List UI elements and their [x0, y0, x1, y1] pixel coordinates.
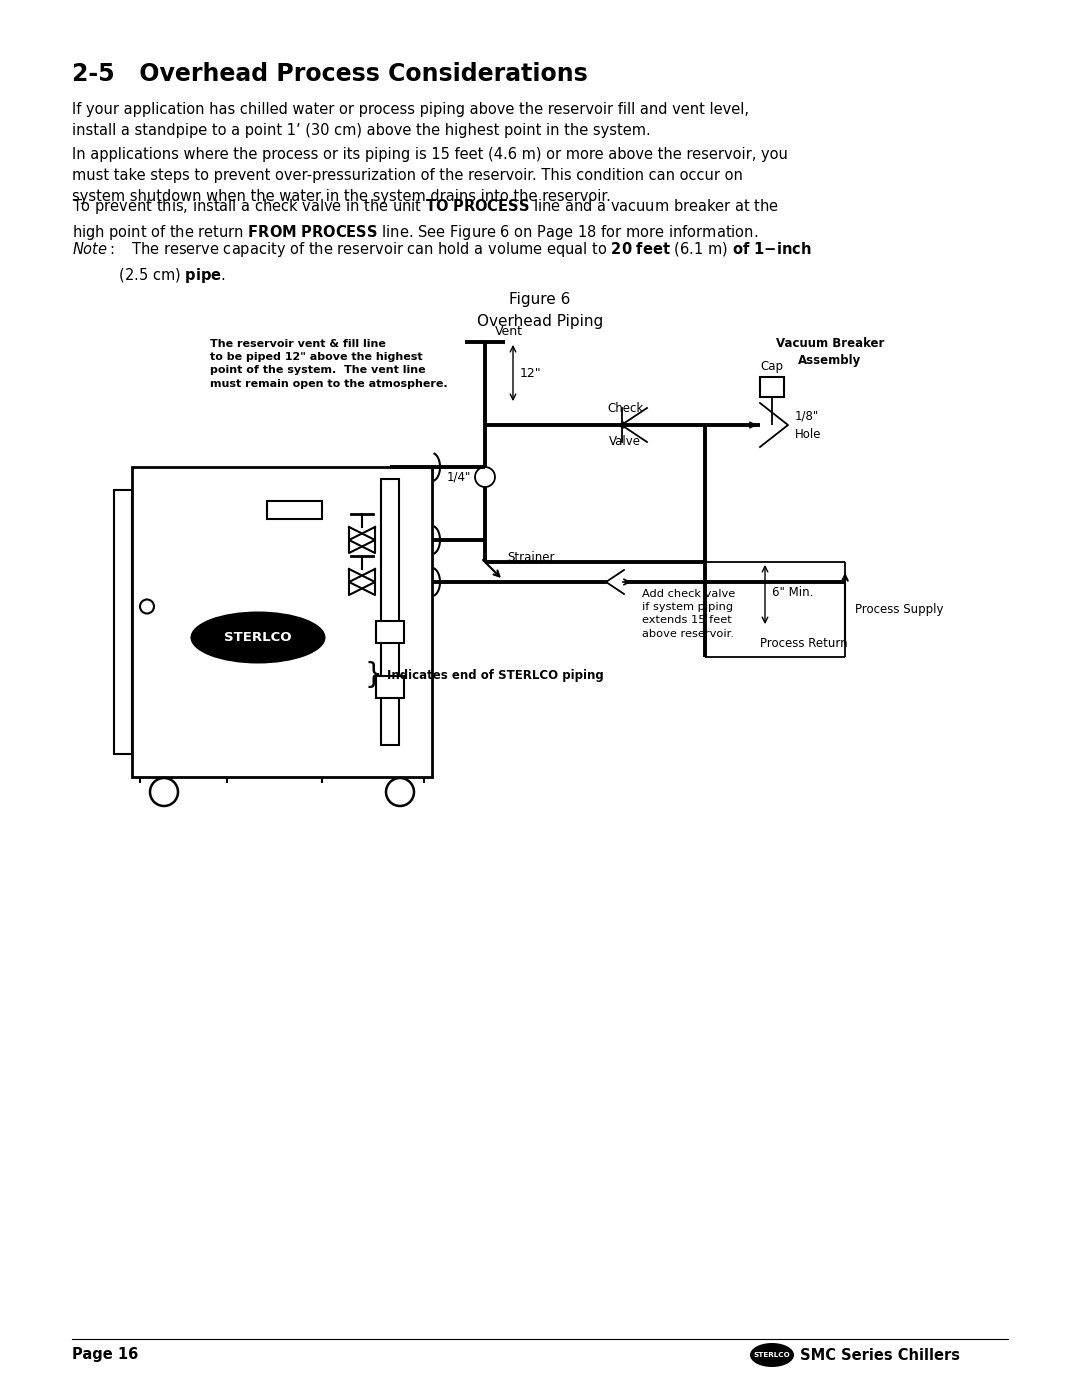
Text: Indicates end of STERLCO piping: Indicates end of STERLCO piping	[387, 669, 604, 682]
Text: Process Return: Process Return	[760, 637, 848, 650]
Text: If your application has chilled water or process piping above the reservoir fill: If your application has chilled water or…	[72, 102, 750, 138]
Text: $\it{Note:}$   The reserve capacity of the reservoir can hold a volume equal to : $\it{Note:}$ The reserve capacity of the…	[72, 240, 812, 285]
Text: Valve: Valve	[609, 434, 642, 448]
Polygon shape	[349, 569, 375, 595]
Text: Page 16: Page 16	[72, 1348, 138, 1362]
Polygon shape	[606, 570, 624, 594]
Polygon shape	[349, 527, 375, 553]
Text: }: }	[364, 661, 382, 689]
Text: 1/4": 1/4"	[447, 471, 471, 483]
Bar	[376, 622, 404, 643]
Text: Process Supply: Process Supply	[855, 604, 944, 616]
Text: Cap: Cap	[760, 360, 783, 373]
Bar	[376, 676, 404, 698]
Bar	[114, 490, 132, 754]
Text: To prevent this, install a check valve in the unit $\mathbf{TO\ PROCESS}$ line a: To prevent this, install a check valve i…	[72, 197, 779, 242]
Text: Figure 6
Overhead Piping: Figure 6 Overhead Piping	[477, 292, 603, 330]
Ellipse shape	[750, 1343, 794, 1368]
Text: Add check valve
if system piping
extends 15 feet
above reservoir.: Add check valve if system piping extends…	[642, 590, 735, 638]
Text: 2-5   Overhead Process Considerations: 2-5 Overhead Process Considerations	[72, 61, 588, 87]
Bar	[381, 479, 399, 745]
Text: 1/8": 1/8"	[795, 409, 820, 422]
Text: STERLCO: STERLCO	[225, 631, 292, 644]
Text: 6" Min.: 6" Min.	[772, 585, 813, 599]
Bar	[132, 467, 432, 777]
Text: Vacuum Breaker
Assembly: Vacuum Breaker Assembly	[775, 337, 885, 367]
Polygon shape	[349, 569, 375, 595]
Bar	[760, 377, 784, 397]
Text: STERLCO: STERLCO	[754, 1352, 791, 1358]
Text: Vent: Vent	[495, 326, 523, 338]
Ellipse shape	[190, 612, 325, 664]
Bar	[267, 502, 322, 520]
Text: Strainer: Strainer	[507, 550, 554, 563]
Text: SMC Series Chillers: SMC Series Chillers	[795, 1348, 960, 1362]
Polygon shape	[349, 527, 375, 553]
Text: Check: Check	[607, 402, 643, 415]
Text: 12": 12"	[519, 366, 542, 380]
Text: Hole: Hole	[795, 427, 822, 440]
Text: The reservoir vent & fill line
to be piped 12" above the highest
point of the sy: The reservoir vent & fill line to be pip…	[210, 339, 447, 388]
Text: In applications where the process or its piping is 15 feet (4.6 m) or more above: In applications where the process or its…	[72, 147, 788, 204]
